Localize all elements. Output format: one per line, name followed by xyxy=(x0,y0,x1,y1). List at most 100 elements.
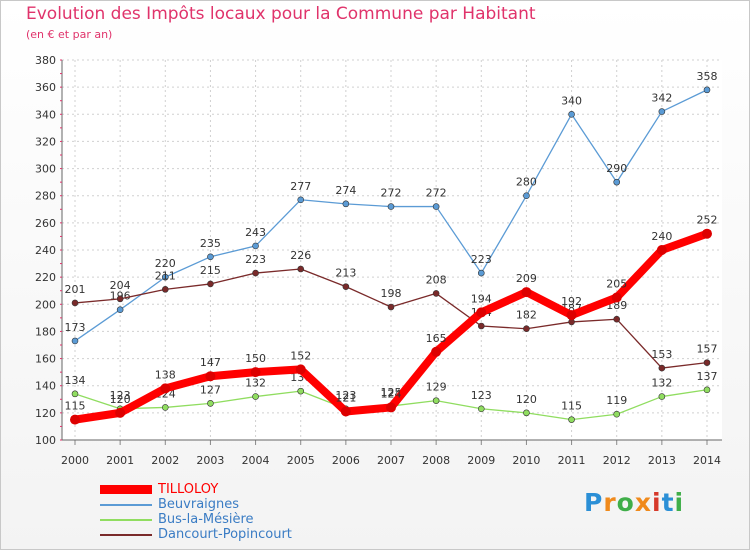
logo-letter: i xyxy=(674,488,685,517)
logo-letter: P xyxy=(584,488,604,517)
data-label: 123 xyxy=(471,389,492,402)
data-label: 252 xyxy=(697,214,718,227)
x-tick-label: 2007 xyxy=(377,454,405,467)
y-tick-label: 340 xyxy=(35,108,56,121)
x-tick-label: 2009 xyxy=(467,454,495,467)
legend-label-dancourt-popincourt: Dancourt-Popincourt xyxy=(158,526,292,542)
y-tick-label: 100 xyxy=(35,434,56,447)
data-point xyxy=(252,242,259,250)
y-tick-label: 120 xyxy=(35,407,56,420)
data-point xyxy=(658,393,666,400)
data-label: 243 xyxy=(245,226,266,239)
data-point xyxy=(207,400,214,407)
data-point xyxy=(71,337,79,345)
legend-item-tilloloy: TILLOLOY xyxy=(100,482,292,497)
y-tick-label: 240 xyxy=(35,244,56,257)
data-point xyxy=(295,364,306,375)
data-label: 272 xyxy=(381,187,402,200)
data-point xyxy=(342,200,350,208)
y-tick-label: 200 xyxy=(35,298,56,311)
data-point xyxy=(568,110,575,118)
data-point xyxy=(340,406,351,417)
data-point xyxy=(70,414,80,425)
data-label: 129 xyxy=(426,381,447,394)
legend-swatch-tilloloy xyxy=(100,485,152,494)
x-tick-label: 2013 xyxy=(648,454,676,467)
data-point xyxy=(205,371,216,382)
logo-letter: r xyxy=(603,488,617,517)
data-label: 272 xyxy=(426,187,447,200)
chart-subtitle: (en € et par an) xyxy=(26,28,113,41)
x-tick-label: 2011 xyxy=(558,454,586,467)
data-point xyxy=(116,295,124,303)
data-point xyxy=(477,405,485,413)
data-label: 208 xyxy=(426,273,447,286)
legend-swatch-dancourt-popincourt xyxy=(100,533,152,536)
data-label: 220 xyxy=(155,257,176,270)
data-label: 134 xyxy=(65,374,86,387)
data-point xyxy=(523,192,530,200)
data-label: 137 xyxy=(697,370,718,383)
data-label: 157 xyxy=(697,343,718,356)
data-label: 201 xyxy=(65,283,86,296)
x-tick-label: 2014 xyxy=(693,454,721,467)
x-tick-label: 2003 xyxy=(196,454,224,467)
data-point xyxy=(703,86,711,94)
data-point xyxy=(477,322,485,330)
data-label: 173 xyxy=(65,321,86,334)
data-point xyxy=(432,290,440,297)
data-point xyxy=(160,383,171,394)
y-tick-label: 380 xyxy=(35,54,56,67)
data-point xyxy=(656,245,667,255)
data-point xyxy=(613,315,621,323)
data-label: 198 xyxy=(381,287,402,300)
data-label: 138 xyxy=(155,368,176,381)
data-label: 192 xyxy=(561,295,582,308)
data-label: 127 xyxy=(200,383,221,396)
data-label: 152 xyxy=(290,349,311,362)
x-tick-label: 2008 xyxy=(422,454,450,467)
legend-label-bus-la-mesiere: Bus-la-Mésière xyxy=(158,511,254,527)
data-point xyxy=(116,306,124,314)
data-label: 120 xyxy=(516,393,537,406)
data-point xyxy=(703,386,711,394)
data-point xyxy=(613,410,621,418)
data-point xyxy=(161,404,169,411)
data-label: 153 xyxy=(651,348,672,361)
data-label: 123 xyxy=(335,389,356,402)
data-label: 226 xyxy=(290,249,311,262)
data-label: 215 xyxy=(200,264,221,277)
data-point xyxy=(611,292,622,303)
legend-item-bus-la-mesiere: Bus-la-Mésière xyxy=(100,512,292,527)
x-tick-label: 2002 xyxy=(151,454,179,467)
y-tick-label: 280 xyxy=(35,190,56,203)
data-label: 132 xyxy=(651,377,672,390)
data-label: 121 xyxy=(335,392,356,405)
y-tick-label: 160 xyxy=(35,353,56,366)
data-point xyxy=(207,253,214,261)
data-point xyxy=(252,269,259,277)
y-tick-label: 140 xyxy=(35,380,56,393)
data-label: 211 xyxy=(155,269,176,282)
data-point xyxy=(252,393,259,400)
x-tick-label: 2001 xyxy=(106,454,134,467)
data-point xyxy=(161,286,169,293)
data-label: 277 xyxy=(290,180,311,193)
legend-swatch-bus-la-mesiere xyxy=(100,518,152,521)
data-label: 209 xyxy=(516,272,537,285)
data-point xyxy=(297,196,305,204)
data-point xyxy=(71,390,79,398)
data-point xyxy=(613,178,621,186)
data-label: 240 xyxy=(651,230,672,243)
data-label: 165 xyxy=(426,332,447,345)
data-point xyxy=(387,203,395,210)
data-label: 205 xyxy=(606,278,627,291)
data-label: 150 xyxy=(245,352,266,365)
data-label: 115 xyxy=(65,400,86,413)
legend-swatch-beuvraignes xyxy=(100,503,152,506)
legend-label-tilloloy: TILLOLOY xyxy=(158,481,219,497)
data-label: 132 xyxy=(245,377,266,390)
x-tick-label: 2004 xyxy=(242,454,270,467)
data-label: 123 xyxy=(110,389,131,402)
data-label: 342 xyxy=(651,92,672,105)
